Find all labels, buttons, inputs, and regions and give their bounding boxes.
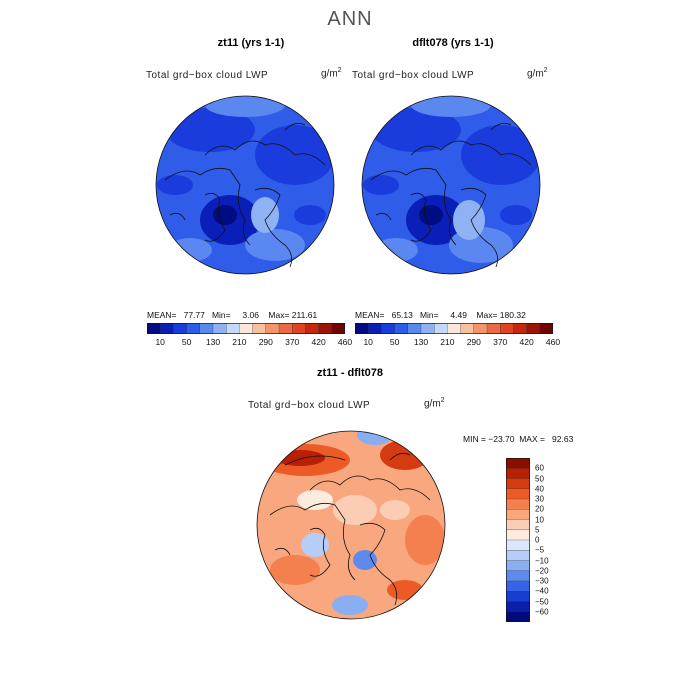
colorbar-tick-label: −60 <box>535 607 549 617</box>
panel-units-label: g/m2 <box>321 67 342 80</box>
colorbar-cell <box>506 509 530 520</box>
colorbar-tick-label: −40 <box>535 586 549 596</box>
colorbar-cell <box>506 478 530 490</box>
colorbar-tick-label: −10 <box>535 556 549 565</box>
colorbar-cell <box>239 323 254 334</box>
colorbar-tick-label: 5 <box>535 525 540 535</box>
colorbar-tick-label: 50 <box>535 474 544 483</box>
colorbar-cell <box>526 323 541 334</box>
panel-units-label: g/m2 <box>527 67 548 80</box>
colorbar-tick-label: 420 <box>519 337 534 347</box>
colorbar-cell <box>506 539 530 551</box>
colorbar-ticks-dflt078: 10 50 130 210 290 370 420 460 <box>355 337 560 349</box>
diff-units-label: g/m2 <box>424 397 445 410</box>
colorbar-tick-label: −20 <box>535 566 549 576</box>
colorbar-cell <box>473 323 488 334</box>
colorbar-cell <box>147 323 161 334</box>
colorbar-tick-label: −50 <box>535 597 549 606</box>
colorbar-cell <box>292 323 306 334</box>
panel-stats-dflt078: MEAN= 65.13 Min= 4.49 Max= 180.32 <box>355 310 526 320</box>
colorbar-cell <box>226 323 240 334</box>
colorbar-cell <box>381 323 396 334</box>
colorbar-ticks-difference: 60 50 40 30 20 10 5 0 −5 −10 −20 −30 −40 −50 −60 <box>535 458 575 622</box>
colorbar-cell <box>355 323 369 334</box>
figure-title: ANN <box>327 8 373 30</box>
panel-variable-label: Total grd−box cloud LWP <box>146 70 269 81</box>
panel-title-dflt078: dflt078 (yrs 1-1) <box>412 37 494 49</box>
colorbar-cell <box>278 323 293 334</box>
panel-stats-zt11: MEAN= 77.77 Min= 3.06 Max= 211.61 <box>147 310 318 320</box>
colorbar-cell <box>420 323 435 334</box>
polar-map-zt11 <box>155 95 335 275</box>
colorbar-tick-label: 0 <box>535 535 540 545</box>
colorbar-tick-label: 30 <box>535 494 544 504</box>
colorbar-tick-label: 10 <box>155 337 165 347</box>
colorbar-cell <box>186 323 201 334</box>
colorbar-tick-label: 210 <box>440 337 455 347</box>
colorbar-tick-label: 20 <box>535 504 544 514</box>
colorbar-cell <box>500 323 514 334</box>
colorbar-cell <box>265 323 280 334</box>
colorbar-cell <box>199 323 214 334</box>
colorbar-cell <box>506 560 530 572</box>
colorbar-tick-label: 290 <box>258 337 273 347</box>
colorbar-tick-label: 130 <box>205 337 221 347</box>
colorbar-tick-label: 290 <box>466 337 481 347</box>
colorbar-tick-label: 420 <box>311 337 326 347</box>
colorbar-cell <box>506 488 530 500</box>
colorbar-cell <box>506 458 530 469</box>
colorbar-dflt078 <box>355 323 553 334</box>
colorbar-cell <box>486 323 501 334</box>
colorbar-difference <box>506 458 530 622</box>
colorbar-cell <box>305 323 320 334</box>
colorbar-cell <box>506 550 530 561</box>
colorbar-tick-label: 60 <box>535 463 544 473</box>
panel-title-zt11: zt11 (yrs 1-1) <box>217 37 285 49</box>
panel-variable-label: Total grd−box cloud LWP <box>352 70 475 81</box>
diff-variable-label: Total grd−box cloud LWP <box>248 400 371 411</box>
colorbar-cell <box>506 611 530 622</box>
colorbar-tick-label: 460 <box>337 337 353 347</box>
colorbar-cell <box>460 323 475 334</box>
colorbar-cell <box>506 498 530 510</box>
colorbar-tick-label: 460 <box>545 337 561 347</box>
colorbar-tick-label: 40 <box>535 484 544 494</box>
colorbar-cell <box>539 323 553 334</box>
colorbar-tick-label: 10 <box>363 337 373 347</box>
colorbar-tick-label: 370 <box>285 337 300 347</box>
polar-map-dflt078 <box>361 95 541 275</box>
colorbar-tick-label: 130 <box>413 337 429 347</box>
colorbar-ticks-zt11: 10 50 130 210 290 370 420 460 <box>147 337 352 349</box>
polar-map-difference <box>256 430 446 620</box>
colorbar-cell <box>318 323 333 334</box>
colorbar-tick-label: 210 <box>232 337 247 347</box>
colorbar-cell <box>173 323 188 334</box>
colorbar-cell <box>368 323 382 334</box>
colorbar-cell <box>434 323 448 334</box>
colorbar-cell <box>394 323 409 334</box>
colorbar-cell <box>331 323 345 334</box>
colorbar-cell <box>506 601 530 613</box>
colorbar-cell <box>447 323 462 334</box>
colorbar-tick-label: 50 <box>181 337 192 347</box>
colorbar-tick-label: −30 <box>535 576 549 586</box>
colorbar-cell <box>506 591 530 602</box>
diff-panel-title: zt11 - dflt078 <box>316 367 384 379</box>
colorbar-cell <box>212 323 227 334</box>
colorbar-cell <box>506 468 530 479</box>
colorbar-tick-label: 10 <box>535 515 544 524</box>
colorbar-tick-label: 50 <box>389 337 400 347</box>
colorbar-zt11 <box>147 323 345 334</box>
diff-stats: MIN = −23.70 MAX = 92.63 <box>463 434 574 444</box>
colorbar-cell <box>407 323 422 334</box>
colorbar-tick-label: 370 <box>493 337 508 347</box>
colorbar-cell <box>506 529 530 541</box>
colorbar-cell <box>160 323 174 334</box>
colorbar-tick-label: −5 <box>535 545 545 555</box>
colorbar-cell <box>506 570 530 582</box>
colorbar-cell <box>252 323 267 334</box>
colorbar-cell <box>513 323 528 334</box>
colorbar-cell <box>506 519 530 531</box>
colorbar-cell <box>506 580 530 592</box>
